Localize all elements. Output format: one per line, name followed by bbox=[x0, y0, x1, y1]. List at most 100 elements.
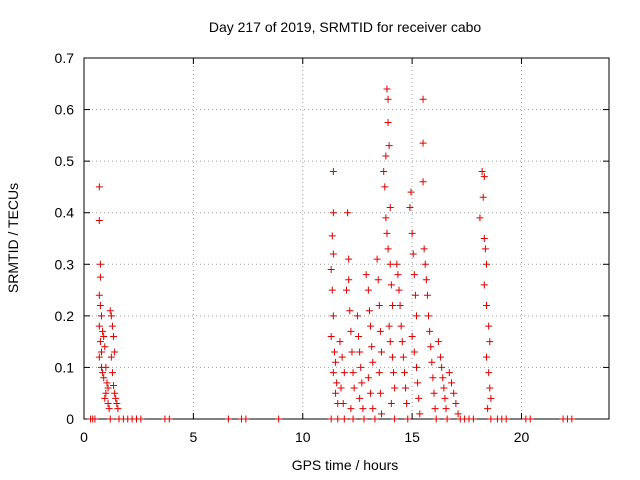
data-point bbox=[421, 260, 429, 268]
data-point bbox=[137, 415, 145, 423]
data-point bbox=[108, 322, 116, 330]
data-point bbox=[380, 167, 388, 175]
data-point bbox=[481, 245, 489, 253]
data-point bbox=[353, 312, 361, 320]
data-point bbox=[91, 415, 99, 423]
data-point bbox=[485, 322, 493, 330]
data-point bbox=[111, 348, 119, 356]
data-point bbox=[355, 332, 363, 340]
y-tick-label: 0.1 bbox=[55, 359, 75, 375]
data-point bbox=[416, 410, 424, 418]
data-point bbox=[106, 307, 114, 315]
data-point bbox=[443, 415, 451, 423]
data-point bbox=[99, 327, 107, 335]
data-point bbox=[483, 260, 490, 268]
data-point bbox=[383, 85, 391, 93]
y-tick-label: 0.3 bbox=[55, 256, 75, 272]
data-point bbox=[382, 152, 390, 160]
data-point bbox=[327, 265, 335, 273]
data-point bbox=[356, 348, 364, 356]
data-point bbox=[404, 415, 412, 423]
data-point bbox=[413, 363, 420, 371]
data-point bbox=[399, 353, 407, 361]
data-point bbox=[502, 415, 510, 423]
data-point bbox=[393, 260, 401, 268]
data-point bbox=[113, 400, 121, 408]
data-point bbox=[242, 415, 250, 423]
data-point bbox=[371, 415, 379, 423]
data-point bbox=[360, 415, 368, 423]
data-point bbox=[98, 348, 105, 356]
data-point bbox=[387, 400, 395, 408]
data-point bbox=[339, 400, 347, 408]
data-point bbox=[385, 142, 393, 150]
data-point bbox=[107, 312, 115, 320]
data-point bbox=[390, 369, 398, 377]
data-point bbox=[345, 276, 353, 284]
data-point bbox=[375, 369, 383, 377]
data-point bbox=[384, 95, 392, 103]
data-point bbox=[369, 358, 377, 366]
data-point bbox=[423, 291, 431, 299]
data-point bbox=[100, 374, 108, 382]
data-point bbox=[338, 353, 346, 361]
data-point bbox=[369, 405, 377, 413]
data-point bbox=[349, 415, 357, 423]
data-point bbox=[386, 338, 394, 346]
data-point bbox=[99, 369, 107, 377]
data-point bbox=[408, 229, 416, 237]
data-point bbox=[486, 384, 494, 392]
data-point bbox=[437, 353, 445, 361]
data-point bbox=[452, 400, 460, 408]
data-point bbox=[362, 271, 370, 279]
data-point bbox=[398, 338, 406, 346]
data-point bbox=[327, 415, 335, 423]
data-point bbox=[329, 167, 337, 175]
data-point bbox=[103, 379, 111, 387]
data-point bbox=[388, 353, 396, 361]
data-point bbox=[479, 193, 487, 201]
data-point bbox=[334, 415, 342, 423]
data-point bbox=[568, 415, 576, 423]
data-point bbox=[98, 312, 105, 320]
chart-title: Day 217 of 2019, SRMTID for receiver cab… bbox=[209, 19, 482, 35]
data-point bbox=[327, 332, 335, 340]
data-point bbox=[429, 374, 437, 382]
data-point bbox=[101, 343, 109, 351]
data-point bbox=[419, 178, 427, 186]
data-point bbox=[112, 394, 120, 402]
data-point bbox=[374, 276, 382, 284]
data-point bbox=[411, 291, 419, 299]
data-point bbox=[478, 167, 486, 175]
data-point bbox=[445, 369, 453, 377]
data-point bbox=[415, 394, 423, 402]
data-point bbox=[95, 216, 103, 224]
data-point bbox=[427, 343, 435, 351]
data-point bbox=[428, 358, 436, 366]
data-point bbox=[340, 415, 348, 423]
data-point bbox=[407, 188, 415, 196]
data-point bbox=[110, 381, 118, 389]
data-point bbox=[430, 389, 438, 397]
data-point bbox=[422, 276, 430, 284]
data-point bbox=[100, 332, 108, 340]
x-tick-label: 10 bbox=[295, 429, 311, 445]
data-point bbox=[333, 379, 341, 387]
data-point bbox=[385, 322, 393, 330]
data-point bbox=[469, 415, 477, 423]
data-point bbox=[104, 400, 112, 408]
data-point bbox=[408, 332, 416, 340]
y-tick-label: 0.4 bbox=[55, 205, 75, 221]
data-point bbox=[382, 214, 390, 222]
data-point bbox=[95, 291, 103, 299]
data-point bbox=[330, 348, 338, 356]
data-point bbox=[396, 302, 404, 310]
data-point bbox=[329, 209, 337, 217]
data-point bbox=[450, 389, 458, 397]
data-point bbox=[345, 255, 353, 263]
data-point bbox=[420, 245, 428, 253]
data-point bbox=[448, 379, 455, 387]
data-point bbox=[480, 235, 488, 242]
data-point bbox=[384, 118, 392, 126]
data-point bbox=[165, 415, 173, 423]
